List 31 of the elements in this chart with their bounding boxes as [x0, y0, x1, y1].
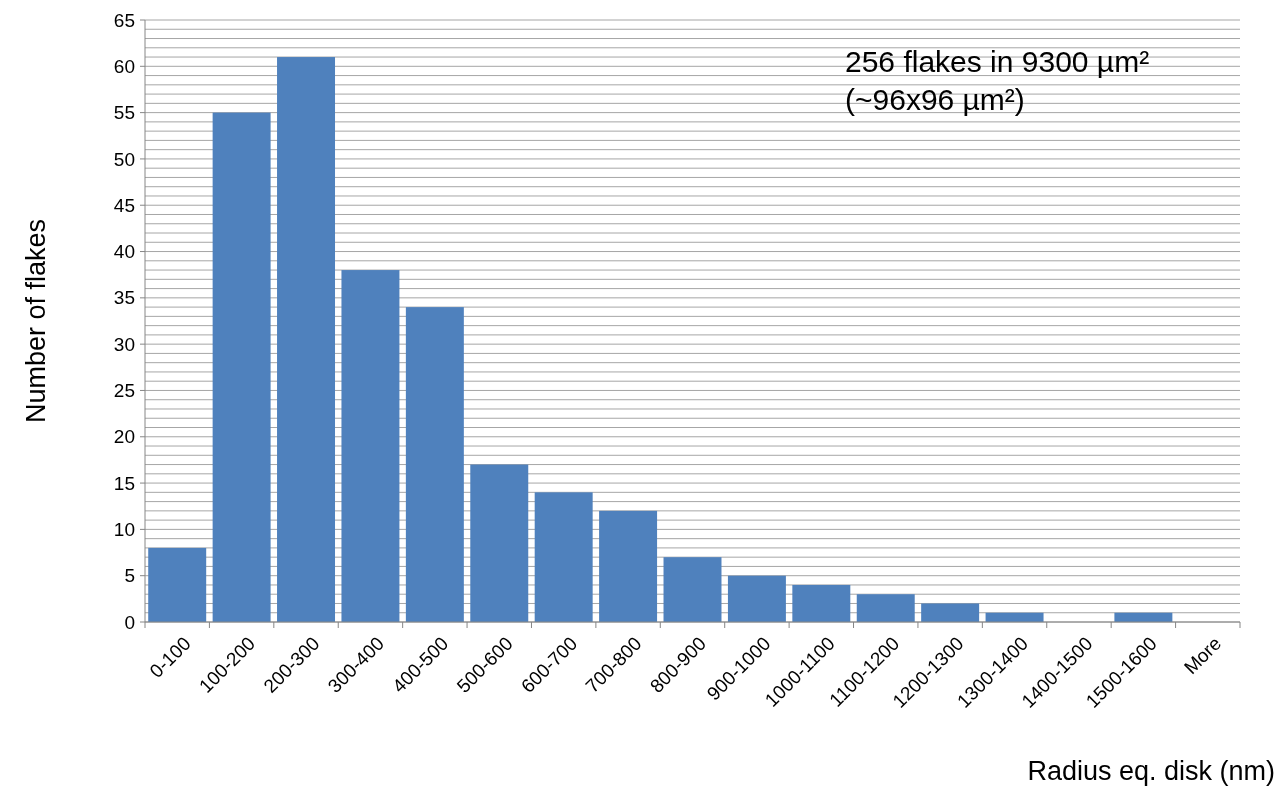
bar [599, 510, 658, 622]
y-tick-label: 10 [113, 519, 135, 541]
y-tick-label: 5 [124, 565, 135, 587]
y-axis-title: Number of flakes [21, 218, 51, 424]
x-axis-title: Radius eq. disk (nm) [1027, 756, 1275, 786]
bar [148, 547, 207, 622]
y-tick-label: 50 [113, 148, 135, 170]
bar [534, 492, 593, 622]
bar [405, 307, 464, 622]
bar [792, 584, 851, 622]
y-tick-label: 0 [124, 611, 135, 633]
y-tick-label: 35 [113, 287, 135, 309]
y-tick-label: 65 [113, 9, 135, 31]
y-tick-label: 15 [113, 472, 135, 494]
annotation: (~96x96 µm²) [845, 83, 1025, 116]
y-tick-label: 60 [113, 55, 135, 77]
y-tick-label: 25 [113, 380, 135, 402]
bar [470, 464, 529, 622]
y-tick-label: 55 [113, 102, 135, 124]
y-tick-label: 40 [113, 241, 135, 263]
y-tick-label: 20 [113, 426, 135, 448]
bar [277, 57, 336, 622]
bar [341, 270, 400, 622]
bar [856, 594, 915, 622]
bar [663, 557, 722, 622]
y-tick-label: 30 [113, 333, 135, 355]
bar [727, 575, 786, 622]
bar [921, 603, 980, 622]
y-tick-label: 45 [113, 194, 135, 216]
bar [212, 112, 271, 622]
annotation: 256 flakes in 9300 µm² [845, 45, 1150, 78]
